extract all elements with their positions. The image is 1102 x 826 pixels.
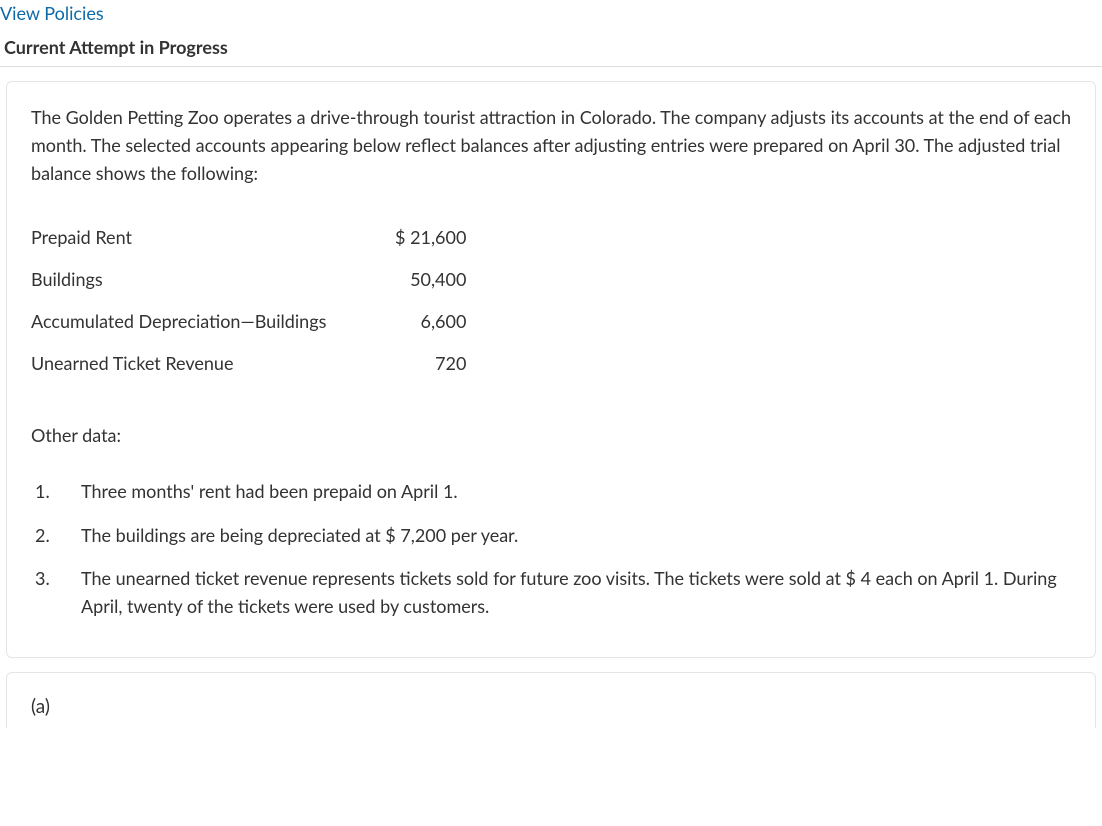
balance-label: Unearned Ticket Revenue	[31, 342, 366, 384]
balance-value: 720	[366, 342, 466, 384]
table-row: Unearned Ticket Revenue 720	[31, 342, 466, 384]
balances-table: Prepaid Rent $ 21,600 Buildings 50,400 A…	[31, 216, 466, 384]
intro-text: The Golden Petting Zoo operates a drive-…	[31, 104, 1071, 188]
part-panel: (a)	[6, 672, 1096, 728]
balance-value: 50,400	[366, 258, 466, 300]
list-number: 1.	[31, 470, 75, 514]
part-label: (a)	[31, 695, 1071, 718]
balance-label: Buildings	[31, 258, 366, 300]
other-data-list: 1. Three months' rent had been prepaid o…	[31, 470, 1071, 630]
list-text: Three months' rent had been prepaid on A…	[75, 470, 1071, 514]
balance-value: 6,600	[366, 300, 466, 342]
list-item: 3. The unearned ticket revenue represent…	[31, 557, 1071, 629]
table-row: Prepaid Rent $ 21,600	[31, 216, 466, 258]
table-row: Buildings 50,400	[31, 258, 466, 300]
list-item: 1. Three months' rent had been prepaid o…	[31, 470, 1071, 514]
table-row: Accumulated Depreciation—Buildings 6,600	[31, 300, 466, 342]
list-item: 2. The buildings are being depreciated a…	[31, 514, 1071, 558]
section-heading: Current Attempt in Progress	[0, 30, 1102, 67]
list-number: 3.	[31, 557, 75, 629]
balance-label: Accumulated Depreciation—Buildings	[31, 300, 366, 342]
question-panel: The Golden Petting Zoo operates a drive-…	[6, 81, 1096, 658]
list-text: The unearned ticket revenue represents t…	[75, 557, 1071, 629]
list-number: 2.	[31, 514, 75, 558]
balance-value: $ 21,600	[366, 216, 466, 258]
list-text: The buildings are being depreciated at $…	[75, 514, 1071, 558]
other-data-label: Other data:	[31, 424, 1071, 446]
balance-label: Prepaid Rent	[31, 216, 366, 258]
view-policies-link[interactable]: View Policies	[0, 0, 104, 30]
